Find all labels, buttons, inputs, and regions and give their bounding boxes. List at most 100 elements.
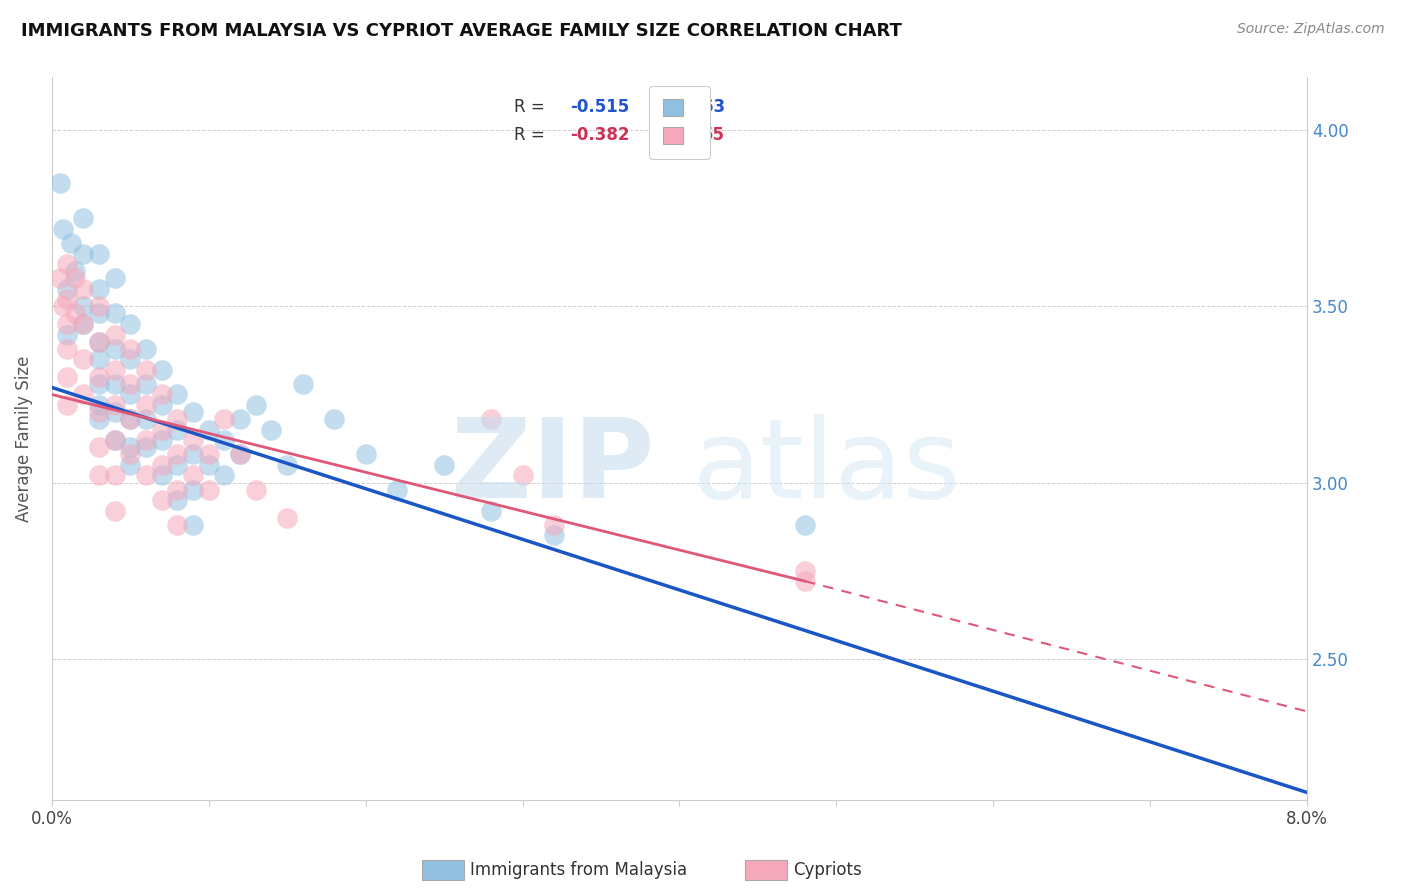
- Point: [150, 458, 173, 472]
- Point: [433, 458, 456, 472]
- Point: [794, 564, 817, 578]
- Point: [72, 352, 94, 367]
- Point: [291, 376, 314, 391]
- Point: [276, 458, 298, 472]
- Point: [72, 246, 94, 260]
- Text: Source: ZipAtlas.com: Source: ZipAtlas.com: [1237, 22, 1385, 37]
- Point: [150, 493, 173, 508]
- Point: [48, 176, 70, 190]
- Point: [56, 293, 79, 307]
- Point: [120, 412, 142, 426]
- Legend:  ,  : ,: [650, 86, 710, 159]
- Text: Immigrants from Malaysia: Immigrants from Malaysia: [470, 861, 686, 879]
- Point: [323, 412, 346, 426]
- Point: [135, 342, 157, 356]
- Text: N =: N =: [652, 97, 689, 116]
- Point: [56, 317, 79, 331]
- Point: [87, 412, 110, 426]
- Point: [72, 299, 94, 313]
- Point: [214, 434, 236, 448]
- Point: [260, 423, 283, 437]
- Point: [59, 235, 82, 250]
- Point: [120, 352, 142, 367]
- Point: [103, 342, 125, 356]
- Point: [103, 434, 125, 448]
- Point: [87, 398, 110, 412]
- Point: [56, 369, 79, 384]
- Point: [479, 504, 502, 518]
- Point: [103, 327, 125, 342]
- Point: [72, 317, 94, 331]
- Point: [56, 282, 79, 296]
- Point: [87, 440, 110, 454]
- Point: [87, 306, 110, 320]
- Point: [276, 510, 298, 524]
- Point: [166, 458, 188, 472]
- Point: [56, 257, 79, 271]
- Point: [166, 447, 188, 461]
- Text: Cypriots: Cypriots: [793, 861, 862, 879]
- Point: [181, 405, 204, 419]
- Point: [65, 271, 87, 285]
- Point: [87, 334, 110, 349]
- Point: [543, 528, 565, 542]
- Point: [103, 398, 125, 412]
- Point: [229, 447, 252, 461]
- Point: [135, 412, 157, 426]
- Point: [354, 447, 377, 461]
- Point: [135, 363, 157, 377]
- Point: [245, 483, 267, 497]
- Point: [166, 483, 188, 497]
- Point: [214, 468, 236, 483]
- Point: [150, 468, 173, 483]
- Point: [120, 447, 142, 461]
- Point: [120, 376, 142, 391]
- Point: [48, 271, 70, 285]
- Point: [181, 517, 204, 532]
- Point: [229, 412, 252, 426]
- Text: ZIP: ZIP: [451, 414, 654, 521]
- Point: [87, 282, 110, 296]
- Point: [87, 299, 110, 313]
- Text: 55: 55: [702, 126, 725, 144]
- Point: [166, 517, 188, 532]
- Point: [150, 387, 173, 401]
- Point: [135, 376, 157, 391]
- Point: [56, 327, 79, 342]
- Point: [120, 342, 142, 356]
- Point: [135, 434, 157, 448]
- Text: R =: R =: [513, 126, 550, 144]
- Point: [56, 342, 79, 356]
- Text: -0.515: -0.515: [571, 97, 630, 116]
- Point: [150, 398, 173, 412]
- Point: [72, 282, 94, 296]
- Point: [103, 306, 125, 320]
- Point: [65, 306, 87, 320]
- Point: [150, 434, 173, 448]
- Point: [181, 483, 204, 497]
- Point: [479, 412, 502, 426]
- Point: [120, 387, 142, 401]
- Point: [197, 483, 219, 497]
- Point: [87, 334, 110, 349]
- Point: [166, 387, 188, 401]
- Point: [197, 447, 219, 461]
- Point: [120, 317, 142, 331]
- Point: [794, 574, 817, 588]
- Point: [120, 412, 142, 426]
- Y-axis label: Average Family Size: Average Family Size: [15, 355, 32, 522]
- Point: [103, 434, 125, 448]
- Point: [166, 412, 188, 426]
- Point: [56, 398, 79, 412]
- Point: [120, 440, 142, 454]
- Point: [52, 299, 75, 313]
- Point: [87, 246, 110, 260]
- Point: [87, 376, 110, 391]
- Point: [87, 468, 110, 483]
- Point: [103, 405, 125, 419]
- Point: [87, 405, 110, 419]
- Point: [103, 271, 125, 285]
- Point: [166, 423, 188, 437]
- Point: [245, 398, 267, 412]
- Text: IMMIGRANTS FROM MALAYSIA VS CYPRIOT AVERAGE FAMILY SIZE CORRELATION CHART: IMMIGRANTS FROM MALAYSIA VS CYPRIOT AVER…: [21, 22, 903, 40]
